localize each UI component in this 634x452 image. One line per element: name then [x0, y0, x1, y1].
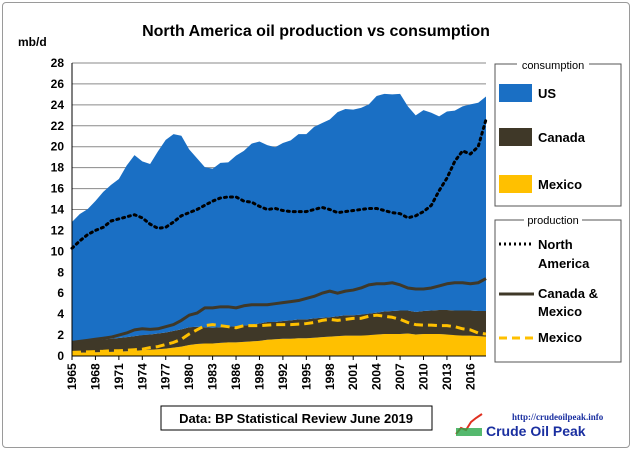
x-tick-label: 2007	[393, 363, 407, 390]
y-tick-label: 18	[51, 161, 65, 175]
chart-title: North America oil production vs consumpt…	[142, 23, 490, 40]
y-tick-label: 6	[57, 286, 64, 300]
x-tick-label: 1998	[323, 363, 337, 390]
logo-chart-bars-icon	[456, 428, 482, 436]
x-tick-label: 1965	[65, 363, 79, 390]
y-tick-label: 22	[51, 119, 65, 133]
production-legend-title: production	[527, 215, 578, 227]
x-tick-label: 1995	[299, 363, 313, 390]
source-box	[160, 405, 433, 431]
y-tick-label: 28	[51, 56, 65, 70]
legend-canada-swatch	[499, 128, 532, 146]
logo-url: http://crudeoilpeak.info	[512, 412, 604, 422]
legend-us-label: US	[538, 86, 556, 101]
production-legend-title-bg	[524, 216, 582, 225]
x-tick-label: 1971	[112, 363, 126, 390]
y-tick-label: 0	[57, 349, 64, 363]
logo-name: Crude Oil Peak	[486, 423, 586, 439]
x-tick-label: 2013	[440, 363, 454, 390]
line-north-america	[70, 118, 488, 250]
consumption-legend-title-bg	[517, 61, 589, 70]
y-tick-label: 16	[51, 182, 65, 196]
legend-us-swatch	[499, 84, 532, 102]
y-tick-label: 20	[51, 140, 65, 154]
y-tick-label: 8	[57, 265, 64, 279]
x-tick-label: 1983	[206, 363, 220, 390]
legend-canada-label: Canada	[538, 130, 586, 145]
y-tick-label: 10	[51, 244, 65, 258]
x-tick-label: 2001	[346, 363, 360, 390]
x-tick-label: 2010	[417, 363, 431, 390]
legend-mexico-production-label: Mexico	[538, 330, 582, 345]
legend-north-america-label-1: North	[538, 237, 573, 252]
y-axis-label: mb/d	[18, 35, 47, 49]
line-layer	[70, 118, 488, 354]
source-text: Data: BP Statistical Review June 2019	[179, 411, 413, 426]
consumption-legend-title: consumption	[522, 60, 584, 72]
crude-oil-peak-logo: http://crudeoilpeak.info Crude Oil Peak	[455, 412, 604, 439]
area-mexico	[72, 333, 486, 356]
line-canada-mexico	[71, 277, 487, 344]
x-tick-label: 2016	[463, 363, 477, 390]
legend-north-america-label-2: America	[538, 256, 590, 271]
y-tick-label: 2	[57, 328, 64, 342]
line-mexico	[71, 313, 487, 354]
y-tick-label: 12	[51, 223, 65, 237]
y-tick-label: 24	[51, 98, 65, 112]
x-tick-label: 1977	[159, 363, 173, 390]
legend-mexico-label: Mexico	[538, 177, 582, 192]
legend-canada-mexico-label-1: Canada &	[538, 286, 598, 301]
x-tick-label: 1980	[182, 363, 196, 390]
area-us	[72, 93, 486, 343]
y-tick-label: 4	[57, 307, 64, 321]
x-tick-label: 1974	[135, 363, 149, 390]
x-tick-label: 1992	[276, 363, 290, 390]
x-tick-label: 1968	[88, 363, 102, 390]
area-layer	[72, 93, 486, 356]
legend-mexico-swatch	[499, 175, 532, 193]
legend-canada-mexico-label-2: Mexico	[538, 304, 582, 319]
x-tick-label: 1989	[252, 363, 266, 390]
x-tick-label: 2004	[370, 363, 384, 390]
y-tick-label: 14	[51, 203, 65, 217]
y-tick-label: 26	[51, 77, 65, 91]
x-tick-label: 1986	[229, 363, 243, 390]
